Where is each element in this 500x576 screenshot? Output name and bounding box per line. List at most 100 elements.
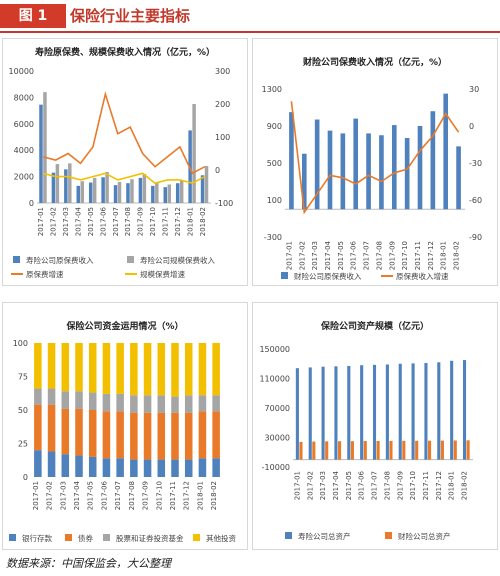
x-tick-label: 2017-11 xyxy=(162,207,170,236)
bar xyxy=(167,184,171,203)
x-tick-label: 2017-10 xyxy=(155,481,163,510)
stacked-bar-segment xyxy=(198,343,207,396)
x-tick-label: 2017-01 xyxy=(285,241,293,270)
stacked-bar-segment xyxy=(212,395,220,412)
bar xyxy=(314,119,320,210)
bar xyxy=(88,182,93,203)
bar xyxy=(389,440,393,460)
bar xyxy=(175,183,180,203)
chart-title: 保险公司资金运用情况（%） xyxy=(65,320,183,332)
bar xyxy=(321,366,325,460)
bar xyxy=(456,146,461,210)
x-tick-label: 2017-02 xyxy=(46,481,54,510)
bar xyxy=(391,125,397,210)
chart-title: 保险公司资产规模（亿元） xyxy=(320,320,429,332)
y-left-tick-label: -300 xyxy=(264,233,282,242)
bar xyxy=(325,441,329,460)
bar xyxy=(113,185,118,203)
bar xyxy=(402,440,406,460)
y-left-tick-label: 2000 xyxy=(14,173,34,182)
chart-title: 财险公司保费收入情况（亿元，%） xyxy=(302,56,447,68)
bar xyxy=(363,441,367,460)
y-right-tick-label: -30 xyxy=(469,159,482,168)
x-tick-label: 2017-02 xyxy=(298,241,306,270)
stacked-bar-segment xyxy=(171,459,179,477)
bar xyxy=(312,441,316,460)
stacked-bar-segment xyxy=(61,454,70,477)
y-tick-label: 25 xyxy=(18,440,28,449)
x-tick-label: 2017-01 xyxy=(293,471,301,500)
x-tick-label: 2017-04 xyxy=(324,240,332,270)
y-left-tick-label: 8000 xyxy=(14,93,34,102)
x-tick-label: 2017-06 xyxy=(99,206,107,236)
x-tick-label: 2017-07 xyxy=(371,471,379,500)
bar xyxy=(353,118,359,210)
bar xyxy=(404,138,410,210)
x-tick-label: 2017-11 xyxy=(414,241,422,270)
stacked-bar-segment xyxy=(157,459,166,477)
x-tick-label: 2017-03 xyxy=(59,481,67,510)
stacked-bar-segment xyxy=(130,343,138,396)
bar xyxy=(117,181,122,203)
chart-panel-life-premium: 寿险原保费、规模保费收入情况（亿元，%） 0 2000 4000 6000 8000 100… xyxy=(2,38,248,286)
y-right-tick-label: 30 xyxy=(469,85,479,94)
stacked-bar-segment xyxy=(88,456,97,477)
legend-label: 股票和证券投资基金 xyxy=(116,533,184,543)
bar xyxy=(51,172,56,203)
bar xyxy=(68,163,72,203)
stacked-bar-segment xyxy=(212,411,220,459)
bar xyxy=(101,177,105,203)
stacked-bar-segment xyxy=(47,343,56,389)
legend-swatch xyxy=(385,532,392,539)
x-tick-label: 2018-02 xyxy=(453,241,461,270)
x-tick-label: 2018-01 xyxy=(196,481,204,510)
y-right-tick-label: -90 xyxy=(469,233,482,242)
stacked-bar-segment xyxy=(34,388,42,405)
stacked-bar-segment xyxy=(184,412,193,460)
bar xyxy=(126,183,130,203)
chart-panel-asset-size: 保险公司资产规模（亿元） -10000 30000 70000 110000 150000… xyxy=(252,302,498,550)
legend-swatch xyxy=(193,534,200,541)
bar xyxy=(289,112,294,210)
stacked-bar-segment xyxy=(116,393,124,412)
legend-swatch xyxy=(103,534,110,541)
y-tick-label: 150000 xyxy=(259,345,290,354)
bar xyxy=(200,175,205,203)
bar xyxy=(80,181,84,203)
bar xyxy=(43,92,47,203)
y-left-tick-label: 0 xyxy=(29,199,34,208)
bar xyxy=(64,169,68,203)
x-tick-label: 2017-03 xyxy=(319,471,327,500)
bar xyxy=(372,364,377,460)
figure-header: 图 1 保险行业主要指标 xyxy=(0,0,500,33)
y-left-tick-label: 10000 xyxy=(9,67,34,76)
stacked-bar-segment xyxy=(130,459,138,477)
x-tick-label: 2017-12 xyxy=(183,481,191,510)
legend-label: 寿险公司总资产 xyxy=(298,531,351,541)
y-right-tick-label: 300 xyxy=(215,67,230,76)
y-right-tick-label: 0 xyxy=(215,166,220,175)
header-divider xyxy=(0,31,500,33)
bar xyxy=(376,440,380,460)
y-right-tick-label: -100 xyxy=(215,199,233,208)
legend-swatch xyxy=(281,272,288,279)
series-line xyxy=(290,101,460,215)
x-tick-label: 2017-06 xyxy=(358,470,366,500)
x-tick-label: 2017-12 xyxy=(174,207,182,236)
bar xyxy=(340,133,346,210)
x-tick-label: 2017-02 xyxy=(50,207,58,236)
stacked-bar-segment xyxy=(157,343,166,396)
bar xyxy=(411,363,415,460)
legend-swatch xyxy=(127,256,134,263)
y-left-tick-label: 4000 xyxy=(14,146,34,155)
series-line xyxy=(43,172,206,185)
stacked-bar-segment xyxy=(171,412,179,460)
stacked-bar-segment xyxy=(75,343,83,392)
stacked-bar-segment xyxy=(157,395,166,413)
x-tick-label: 2017-02 xyxy=(306,471,314,500)
x-tick-label: 2017-11 xyxy=(169,481,177,510)
bar xyxy=(437,362,441,460)
bar xyxy=(204,166,209,203)
chart-title: 寿险原保费、规模保费收入情况（亿元，%） xyxy=(35,46,215,58)
stacked-bar-segment xyxy=(171,396,179,413)
